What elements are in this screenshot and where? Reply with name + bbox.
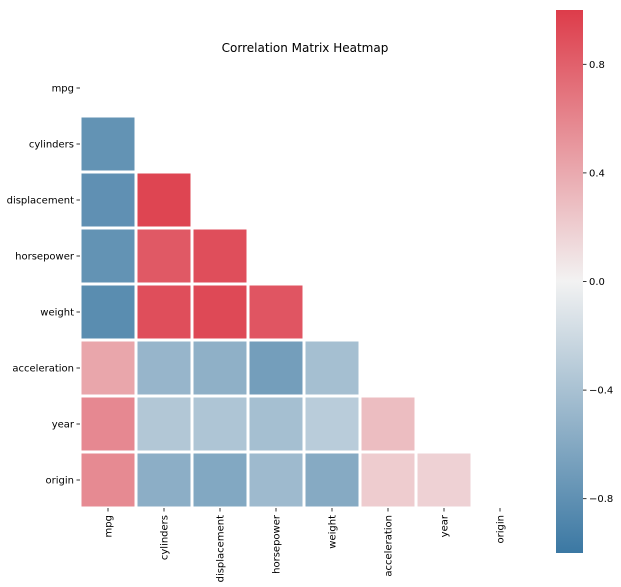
heatmap-cell-acceleration-weight — [302, 338, 362, 398]
x-tick-label-cylinders: cylinders — [160, 515, 171, 560]
heatmap-cell-year-displacement — [190, 394, 250, 454]
colorbar-tick-label: 0.4 — [589, 168, 605, 179]
heatmap-cell-horsepower-displacement — [190, 226, 250, 286]
heatmap-cell-horsepower-cylinders — [134, 226, 194, 286]
x-tick-label-origin: origin — [496, 515, 507, 543]
x-axis-tick-labels: mpg cylinders displacement horsepower weight… — [104, 508, 507, 582]
heatmap-cell-displacement-cylinders — [134, 170, 194, 230]
heatmap-cell-weight-cylinders — [134, 282, 194, 342]
x-tick-label-year: year — [440, 514, 451, 537]
y-tick-label-year: year — [52, 420, 75, 431]
x-tick-label-mpg: mpg — [104, 515, 115, 537]
colorbar-tick-label: 0.8 — [589, 60, 605, 71]
x-tick-label-weight: weight — [328, 515, 339, 549]
heatmap-cell-cylinders-mpg — [78, 114, 138, 174]
heatmap-cell-year-mpg — [78, 394, 138, 454]
heatmap-cells — [78, 114, 474, 510]
chart-title: Correlation Matrix Heatmap — [222, 41, 389, 55]
x-tick-label-acceleration: acceleration — [384, 515, 395, 577]
colorbar-tick-label: 0.0 — [589, 277, 605, 288]
heatmap-cell-year-acceleration — [358, 394, 418, 454]
colorbar-gradient — [556, 10, 583, 553]
heatmap-cell-acceleration-displacement — [190, 338, 250, 398]
heatmap-cell-origin-horsepower — [246, 450, 306, 510]
heatmap-cell-acceleration-horsepower — [246, 338, 306, 398]
heatmap-cell-acceleration-mpg — [78, 338, 138, 398]
heatmap-cell-horsepower-mpg — [78, 226, 138, 286]
heatmap-cell-origin-displacement — [190, 450, 250, 510]
y-tick-label-weight: weight — [40, 308, 74, 319]
heatmap-cell-origin-cylinders — [134, 450, 194, 510]
heatmap-cell-origin-mpg — [78, 450, 138, 510]
x-tick-label-horsepower: horsepower — [272, 514, 283, 574]
y-tick-label-displacement: displacement — [7, 196, 74, 207]
colorbar: 0.8 0.4 0.0 −0.4 −0.8 — [556, 10, 613, 553]
y-tick-label-cylinders: cylinders — [29, 140, 74, 151]
heatmap-cell-year-horsepower — [246, 394, 306, 454]
heatmap-cell-year-cylinders — [134, 394, 194, 454]
y-tick-label-horsepower: horsepower — [15, 252, 75, 263]
heatmap-cell-displacement-mpg — [78, 170, 138, 230]
heatmap-cell-weight-mpg — [78, 282, 138, 342]
heatmap-cell-acceleration-cylinders — [134, 338, 194, 398]
heatmap-cell-year-weight — [302, 394, 362, 454]
colorbar-tick-label: −0.8 — [589, 494, 613, 505]
x-tick-label-displacement: displacement — [216, 515, 227, 582]
colorbar-tick-label: −0.4 — [589, 386, 613, 397]
heatmap-cell-weight-horsepower — [246, 282, 306, 342]
heatmap-cell-origin-acceleration — [358, 450, 418, 510]
y-axis-tick-labels: mpg cylinders displacement horsepower weight… — [7, 84, 80, 487]
heatmap-cell-origin-year — [414, 450, 474, 510]
y-tick-label-acceleration: acceleration — [12, 364, 74, 375]
y-tick-label-mpg: mpg — [52, 84, 74, 95]
heatmap-cell-origin-weight — [302, 450, 362, 510]
heatmap-cell-weight-displacement — [190, 282, 250, 342]
colorbar-ticks: 0.8 0.4 0.0 −0.4 −0.8 — [583, 60, 613, 505]
y-tick-label-origin: origin — [46, 476, 74, 487]
